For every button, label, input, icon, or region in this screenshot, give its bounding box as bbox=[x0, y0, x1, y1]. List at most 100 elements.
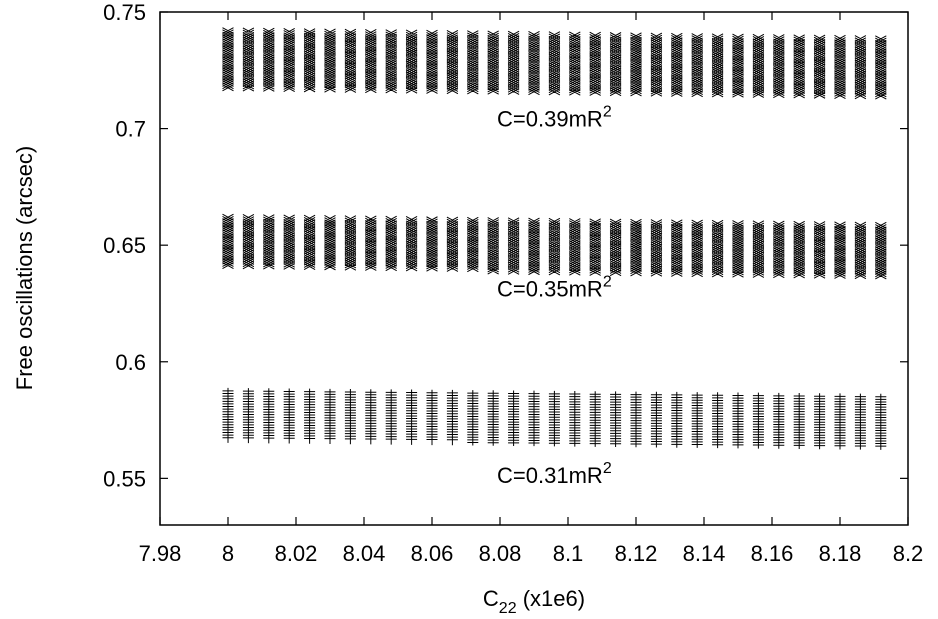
data-point-markers bbox=[650, 32, 663, 97]
data-point-markers bbox=[263, 388, 275, 444]
data-point-column bbox=[548, 217, 561, 276]
data-point-column bbox=[446, 389, 458, 446]
y-tick-label: 0.65 bbox=[103, 233, 146, 258]
y-axis-title: Free oscillations (arcsec) bbox=[12, 146, 37, 391]
data-point-markers bbox=[426, 29, 438, 94]
data-point-column bbox=[691, 33, 703, 98]
x-tick-label: 8.16 bbox=[751, 541, 794, 566]
annotation-c035: C=0.35mR2 bbox=[497, 273, 612, 301]
data-point-column bbox=[875, 393, 887, 450]
data-point-column bbox=[385, 29, 397, 94]
data-point-column bbox=[752, 392, 764, 449]
data-point-markers bbox=[405, 216, 418, 272]
data-point-column bbox=[691, 219, 703, 278]
plot-frame bbox=[159, 11, 909, 526]
data-point-column bbox=[344, 28, 357, 93]
data-point-markers bbox=[752, 33, 765, 98]
data-point-column bbox=[548, 31, 561, 96]
data-point-column bbox=[671, 391, 683, 448]
data-point-column bbox=[814, 393, 826, 450]
data-point-markers bbox=[487, 30, 499, 95]
data-point-column bbox=[712, 392, 724, 449]
series-1 bbox=[222, 213, 887, 280]
data-point-markers bbox=[793, 220, 805, 279]
data-point-markers bbox=[324, 215, 336, 271]
data-point-column bbox=[650, 391, 662, 448]
data-point-column bbox=[283, 27, 295, 93]
data-point-column bbox=[467, 216, 479, 273]
data-point-column bbox=[875, 35, 887, 100]
data-point-markers bbox=[814, 393, 826, 450]
y-tick-label: 0.6 bbox=[115, 350, 146, 375]
data-point-markers bbox=[793, 34, 805, 99]
data-point-column bbox=[793, 220, 805, 279]
data-point-column bbox=[426, 29, 438, 94]
x-axis-title: C22 (x1e6) bbox=[483, 586, 585, 617]
data-point-markers bbox=[222, 27, 234, 92]
x-tick-label: 8.02 bbox=[275, 541, 318, 566]
data-point-markers bbox=[467, 216, 479, 273]
annotation-c031: C=0.31mR2 bbox=[497, 460, 612, 488]
data-point-markers bbox=[589, 31, 601, 96]
data-point-column bbox=[242, 388, 254, 444]
x-tick-label: 8.18 bbox=[819, 541, 862, 566]
data-point-column bbox=[630, 32, 642, 97]
data-point-column bbox=[283, 388, 295, 444]
data-point-markers bbox=[630, 218, 642, 277]
data-point-markers bbox=[385, 215, 397, 272]
data-point-column bbox=[569, 218, 581, 276]
data-point-markers bbox=[507, 217, 520, 275]
data-point-markers bbox=[344, 389, 356, 445]
data-point-column bbox=[263, 214, 275, 270]
data-point-column bbox=[528, 217, 540, 276]
data-point-column bbox=[528, 390, 540, 447]
data-point-column bbox=[446, 216, 459, 272]
data-point-column bbox=[406, 389, 418, 445]
data-point-markers bbox=[875, 393, 887, 450]
data-point-column bbox=[487, 390, 499, 446]
data-point-markers bbox=[446, 30, 459, 95]
data-point-column bbox=[242, 214, 255, 270]
data-point-column bbox=[324, 215, 336, 271]
x-tick-label: 8.2 bbox=[893, 541, 924, 566]
data-point-markers bbox=[528, 217, 540, 276]
data-point-markers bbox=[406, 389, 418, 445]
data-point-markers bbox=[344, 28, 357, 93]
data-point-markers bbox=[446, 389, 458, 446]
data-point-column bbox=[487, 217, 499, 275]
data-point-markers bbox=[875, 221, 887, 280]
data-point-markers bbox=[487, 390, 499, 446]
data-point-markers bbox=[324, 28, 336, 93]
data-point-column bbox=[609, 218, 622, 277]
x-axis-title-subscript: 22 bbox=[499, 600, 517, 617]
series-2 bbox=[222, 387, 887, 450]
y-tick-label: 0.55 bbox=[103, 466, 146, 491]
data-point-markers bbox=[813, 221, 826, 279]
data-point-markers bbox=[222, 387, 234, 443]
data-point-markers bbox=[650, 219, 663, 277]
annotation-c039: C=0.39mR2 bbox=[497, 103, 612, 131]
data-point-markers bbox=[405, 29, 418, 94]
data-point-column bbox=[589, 391, 601, 447]
data-point-column bbox=[854, 393, 866, 450]
data-point-markers bbox=[854, 393, 866, 450]
data-point-column bbox=[609, 32, 622, 97]
data-point-markers bbox=[426, 216, 438, 272]
data-point-column bbox=[793, 393, 805, 450]
data-point-markers bbox=[691, 392, 703, 448]
data-point-markers bbox=[569, 218, 581, 276]
annotation-c035-text: C=0.35mR bbox=[497, 276, 603, 301]
data-point-column bbox=[446, 30, 459, 95]
data-point-column bbox=[365, 389, 377, 445]
data-point-column bbox=[222, 27, 234, 92]
data-point-markers bbox=[732, 220, 744, 278]
data-point-markers bbox=[732, 33, 744, 98]
data-point-column bbox=[630, 391, 642, 448]
annotation-c031-superscript: 2 bbox=[603, 460, 612, 477]
data-point-column bbox=[365, 29, 377, 94]
data-point-column bbox=[263, 388, 275, 444]
data-point-markers bbox=[508, 390, 520, 446]
data-point-markers bbox=[630, 32, 642, 97]
data-point-markers bbox=[875, 35, 887, 100]
